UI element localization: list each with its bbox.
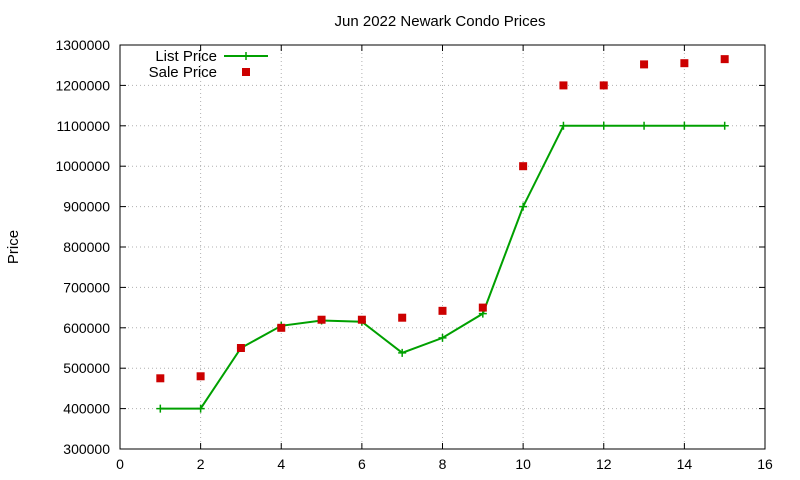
sale-price-point xyxy=(680,59,689,68)
sale-price-point xyxy=(398,313,407,322)
legend-marker-sale-price xyxy=(242,68,250,76)
list-price-point xyxy=(599,121,608,130)
list-price-point xyxy=(156,404,165,413)
sale-price-point xyxy=(196,372,205,381)
x-tick-label: 0 xyxy=(116,456,124,472)
legend-marker-list-price xyxy=(242,52,250,60)
x-axis-ticks: 0 2 4 6 8 10 12 14 16 xyxy=(116,45,773,472)
list-price-point xyxy=(519,202,528,211)
y-tick-label: 1200000 xyxy=(55,77,110,93)
x-tick-label: 6 xyxy=(358,456,366,472)
y-tick-label: 300000 xyxy=(63,441,110,457)
y-axis-label: Price xyxy=(5,230,22,264)
list-price-point xyxy=(640,121,649,130)
grid-lines xyxy=(120,45,765,449)
y-tick-label: 1300000 xyxy=(55,37,110,53)
y-axis-ticks: 300000 400000 500000 600000 700000 800000 9000… xyxy=(55,37,765,457)
sale-price-point xyxy=(438,306,447,315)
legend-label-list-price: List Price xyxy=(155,48,217,65)
list-price-point xyxy=(196,404,205,413)
list-price-point xyxy=(680,121,689,130)
list-price-point xyxy=(559,121,568,130)
y-tick-label: 500000 xyxy=(63,360,110,376)
x-tick-label: 10 xyxy=(515,456,531,472)
x-tick-label: 12 xyxy=(596,456,612,472)
sale-price-point xyxy=(640,60,649,69)
y-tick-label: 800000 xyxy=(63,239,110,255)
sale-price-point xyxy=(277,323,286,332)
y-tick-label: 600000 xyxy=(63,320,110,336)
y-tick-label: 900000 xyxy=(63,199,110,215)
legend-label-sale-price: Sale Price xyxy=(149,64,217,81)
list-price-point xyxy=(720,121,729,130)
x-tick-label: 4 xyxy=(277,456,285,472)
x-tick-label: 14 xyxy=(677,456,693,472)
x-tick-label: 8 xyxy=(439,456,447,472)
list-price-point xyxy=(438,333,447,342)
sale-price-point xyxy=(559,81,568,90)
y-tick-label: 1100000 xyxy=(57,118,111,134)
list-price-point xyxy=(398,348,407,357)
sale-price-point xyxy=(720,55,729,64)
list-price-line xyxy=(160,124,725,410)
chart-title: Jun 2022 Newark Condo Prices xyxy=(335,13,546,30)
sale-price-point xyxy=(519,162,528,171)
y-tick-label: 700000 xyxy=(63,279,110,295)
x-tick-label: 16 xyxy=(757,456,773,472)
x-tick-label: 2 xyxy=(197,456,205,472)
sale-price-point xyxy=(317,315,326,324)
sale-price-point xyxy=(357,315,366,324)
sale-price-point xyxy=(156,374,165,383)
sale-price-point xyxy=(599,81,608,90)
y-tick-label: 400000 xyxy=(63,401,110,417)
sale-price-point xyxy=(478,303,487,312)
sale-price-point xyxy=(236,344,245,352)
series-group xyxy=(156,55,729,413)
y-tick-label: 1000000 xyxy=(55,158,110,174)
